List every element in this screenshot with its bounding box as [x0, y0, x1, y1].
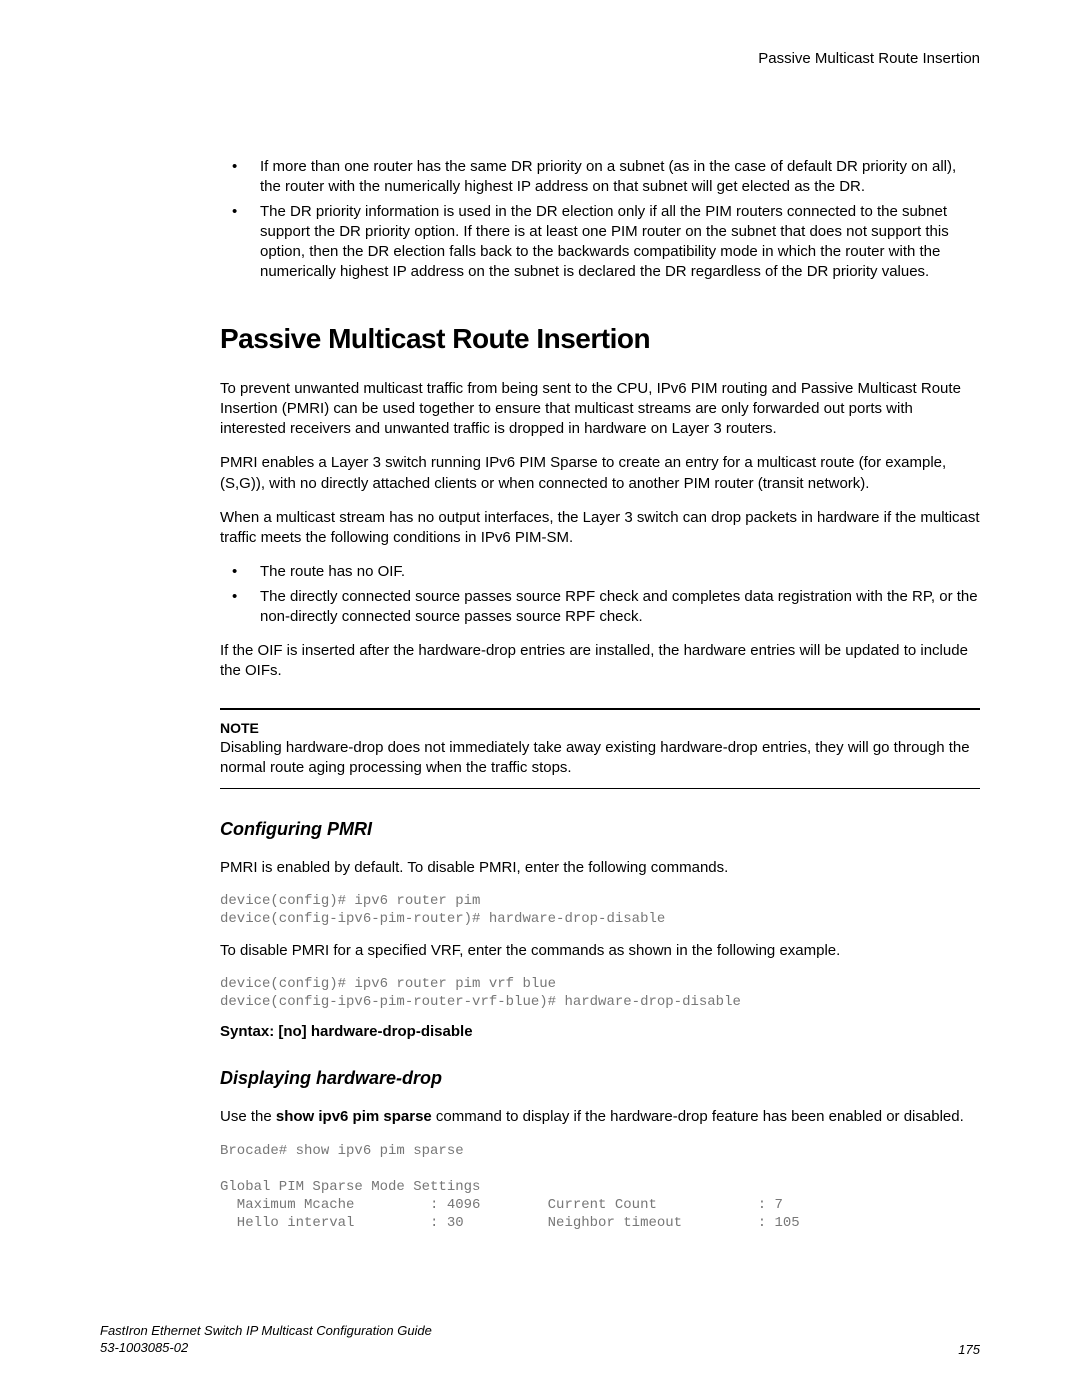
command-bold: show ipv6 pim sparse — [276, 1108, 432, 1125]
body-paragraph: To prevent unwanted multicast traffic fr… — [220, 379, 980, 440]
body-paragraph: When a multicast stream has no output in… — [220, 508, 980, 549]
syntax-line: Syntax: [no] hardware-drop-disable — [220, 1023, 980, 1040]
body-paragraph: PMRI is enabled by default. To disable P… — [220, 858, 980, 878]
page-footer: FastIron Ethernet Switch IP Multicast Co… — [100, 1323, 980, 1357]
footer-doc-title: FastIron Ethernet Switch IP Multicast Co… — [100, 1323, 432, 1340]
body-paragraph: PMRI enables a Layer 3 switch running IP… — [220, 453, 980, 494]
list-item: The directly connected source passes sou… — [220, 587, 980, 628]
footer-page-number: 175 — [958, 1342, 980, 1357]
code-block: Brocade# show ipv6 pim sparse Global PIM… — [220, 1142, 980, 1233]
list-item: The DR priority information is used in t… — [220, 202, 980, 283]
intro-bullet-list: If more than one router has the same DR … — [220, 157, 980, 283]
page-header-title: Passive Multicast Route Insertion — [220, 50, 980, 67]
sub-heading: Displaying hardware-drop — [220, 1068, 980, 1089]
conditions-list: The route has no OIF. The directly conne… — [220, 562, 980, 627]
code-block: device(config)# ipv6 router pim device(c… — [220, 892, 980, 928]
sub-heading: Configuring PMRI — [220, 819, 980, 840]
text-fragment: Use the — [220, 1108, 276, 1125]
main-heading: Passive Multicast Route Insertion — [220, 323, 980, 355]
footer-doc-number: 53-1003085-02 — [100, 1340, 432, 1357]
note-box: NOTE Disabling hardware-drop does not im… — [220, 708, 980, 790]
note-text: Disabling hardware-drop does not immedia… — [220, 738, 980, 779]
code-block: device(config)# ipv6 router pim vrf blue… — [220, 975, 980, 1011]
text-fragment: command to display if the hardware-drop … — [432, 1108, 964, 1125]
note-label: NOTE — [220, 720, 980, 736]
body-paragraph: If the OIF is inserted after the hardwar… — [220, 641, 980, 682]
list-item: If more than one router has the same DR … — [220, 157, 980, 198]
list-item: The route has no OIF. — [220, 562, 980, 582]
page-content: Passive Multicast Route Insertion If mor… — [0, 0, 1080, 1284]
body-paragraph: To disable PMRI for a specified VRF, ent… — [220, 941, 980, 961]
body-paragraph: Use the show ipv6 pim sparse command to … — [220, 1107, 980, 1127]
footer-left: FastIron Ethernet Switch IP Multicast Co… — [100, 1323, 432, 1357]
